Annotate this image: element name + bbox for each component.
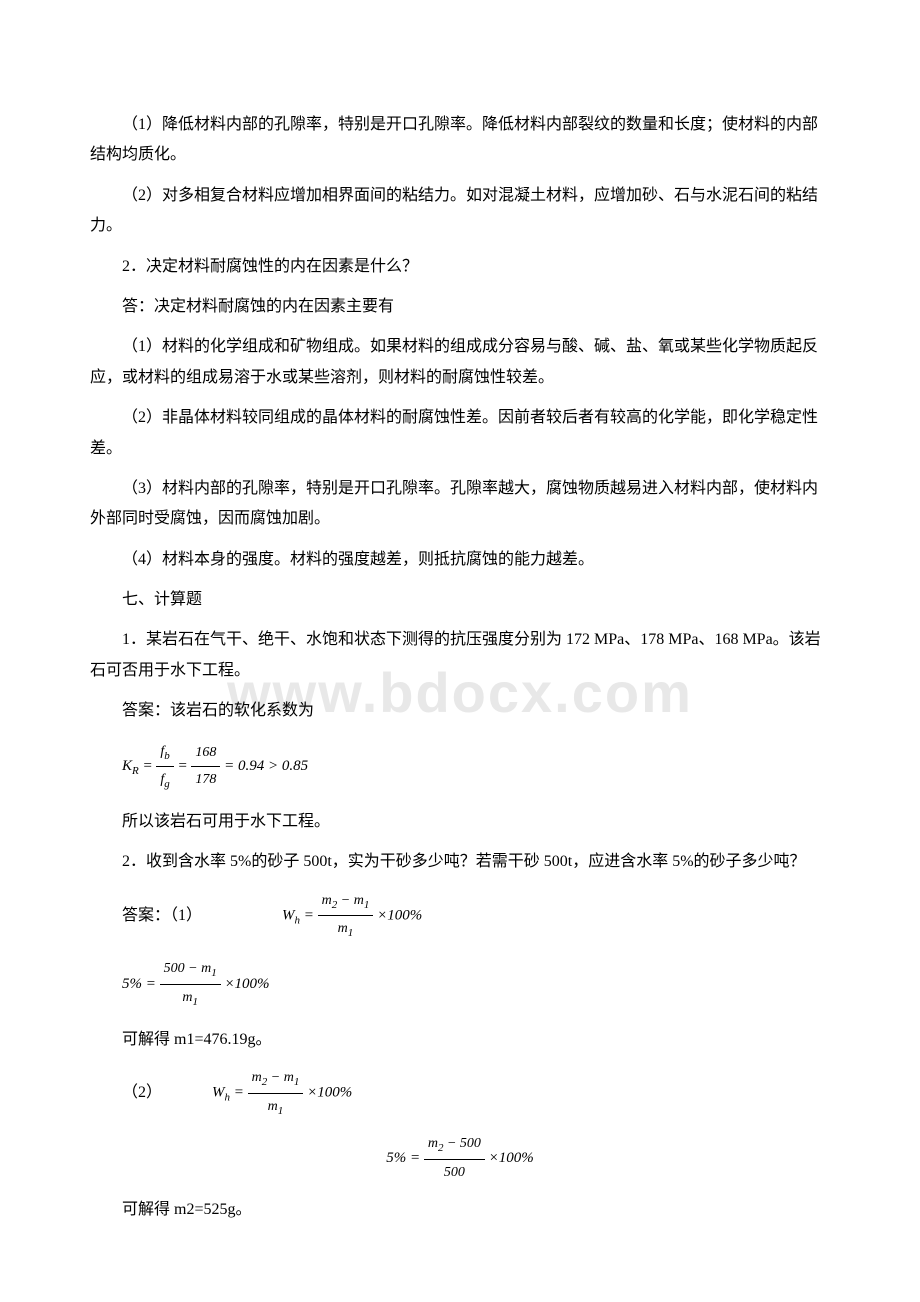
formula-sub: h — [295, 914, 301, 926]
formula-num: 500 − m — [164, 961, 212, 976]
paragraph-1: （1）降低材料内部的孔隙率，特别是开口孔隙率。降低材料内部裂纹的数量和长度；使材… — [90, 110, 830, 171]
formula-num-sub2: 1 — [364, 899, 370, 911]
formula-den-var: m — [182, 990, 192, 1005]
formula-den: 500 — [424, 1160, 485, 1187]
formula-sub: R — [132, 765, 139, 777]
section-heading: 七、计算题 — [90, 585, 830, 615]
formula-minus: − — [267, 1070, 283, 1085]
formula-softening-coefficient: KR = fb fg = 168 178 = 0.94 > 0.85 — [122, 739, 830, 795]
formula-den-sub: 1 — [192, 996, 198, 1008]
formula-num-var1: m — [252, 1070, 262, 1085]
result-m2: 可解得 m2=525g。 — [90, 1195, 830, 1225]
result-m1: 可解得 m1=476.19g。 — [90, 1025, 830, 1055]
formula-den-sub: 1 — [348, 927, 354, 939]
formula-5percent-2: 5% = m2 − 500 500 ×100% — [90, 1131, 830, 1186]
formula-den-sub: g — [164, 778, 170, 790]
formula-num-sub2: 1 — [294, 1076, 300, 1088]
formula-tail: ×100% — [489, 1150, 534, 1166]
formula-den-var: m — [268, 1099, 278, 1114]
formula-num-sub: b — [164, 749, 170, 761]
formula-den-sub: 1 — [278, 1104, 284, 1116]
question-2: 2．收到含水率 5%的砂子 500t，实为干砂多少吨？若需干砂 500t，应进含… — [90, 847, 830, 877]
formula-num-var2: m — [284, 1070, 294, 1085]
answer-1-intro: 答案：该岩石的软化系数为 — [90, 696, 830, 726]
answer-1-conclusion: 所以该岩石可用于水下工程。 — [90, 807, 830, 837]
formula-tail: ×100% — [307, 1085, 352, 1101]
formula-tail: ×100% — [377, 907, 422, 923]
question-1: 1．某岩石在气干、绝干、水饱和状态下测得的抗压强度分别为 172 MPa、178… — [90, 625, 830, 686]
formula-var: W — [282, 907, 295, 923]
formula-var: W — [212, 1085, 225, 1101]
formula-num-sub: 1 — [211, 967, 217, 979]
paragraph-6: （2）非晶体材料较同组成的晶体材料的耐腐蚀性差。因前者较后者有较高的化学能，即化… — [90, 403, 830, 464]
formula-5percent-1: 5% = 500 − m1 m1 ×100% — [122, 956, 830, 1012]
formula-num-var2: m — [354, 893, 364, 908]
formula-tail: ×100% — [224, 976, 269, 992]
part-label: （2） — [122, 1078, 162, 1108]
formula-num-var1: m — [322, 893, 332, 908]
formula-lhs: 5% = — [122, 976, 156, 992]
answer-label: 答案：（1） — [122, 901, 202, 931]
paragraph-2: （2）对多相复合材料应增加相界面间的粘结力。如对混凝土材料，应增加砂、石与水泥石… — [90, 181, 830, 242]
formula-sub: h — [225, 1092, 231, 1104]
paragraph-7: （3）材料内部的孔隙率，特别是开口孔隙率。孔隙率越大，腐蚀物质越易进入材料内部，… — [90, 474, 830, 535]
formula-den-val: 178 — [191, 767, 220, 794]
formula-num-val: 168 — [191, 740, 220, 768]
formula-minus: − — [337, 893, 353, 908]
formula-result: = 0.94 > 0.85 — [224, 758, 308, 774]
paragraph-3: 2．决定材料耐腐蚀性的内在因素是什么？ — [90, 252, 830, 282]
formula-var: K — [122, 758, 132, 774]
answer-2-part1: 答案：（1） Wh = m2 − m1 m1 ×100% — [122, 888, 830, 944]
formula-lhs: 5% = — [386, 1150, 420, 1166]
formula-num-var: m — [428, 1136, 438, 1151]
formula-den-var: m — [338, 921, 348, 936]
paragraph-5: （1）材料的化学组成和矿物组成。如果材料的组成成分容易与酸、碱、盐、氧或某些化学… — [90, 332, 830, 393]
paragraph-8: （4）材料本身的强度。材料的强度越差，则抵抗腐蚀的能力越差。 — [90, 545, 830, 575]
paragraph-4: 答：决定材料耐腐蚀的内在因素主要有 — [90, 292, 830, 322]
formula-num-minus: − 500 — [443, 1136, 480, 1151]
answer-2-part2: （2） Wh = m2 − m1 m1 ×100% — [122, 1065, 830, 1121]
